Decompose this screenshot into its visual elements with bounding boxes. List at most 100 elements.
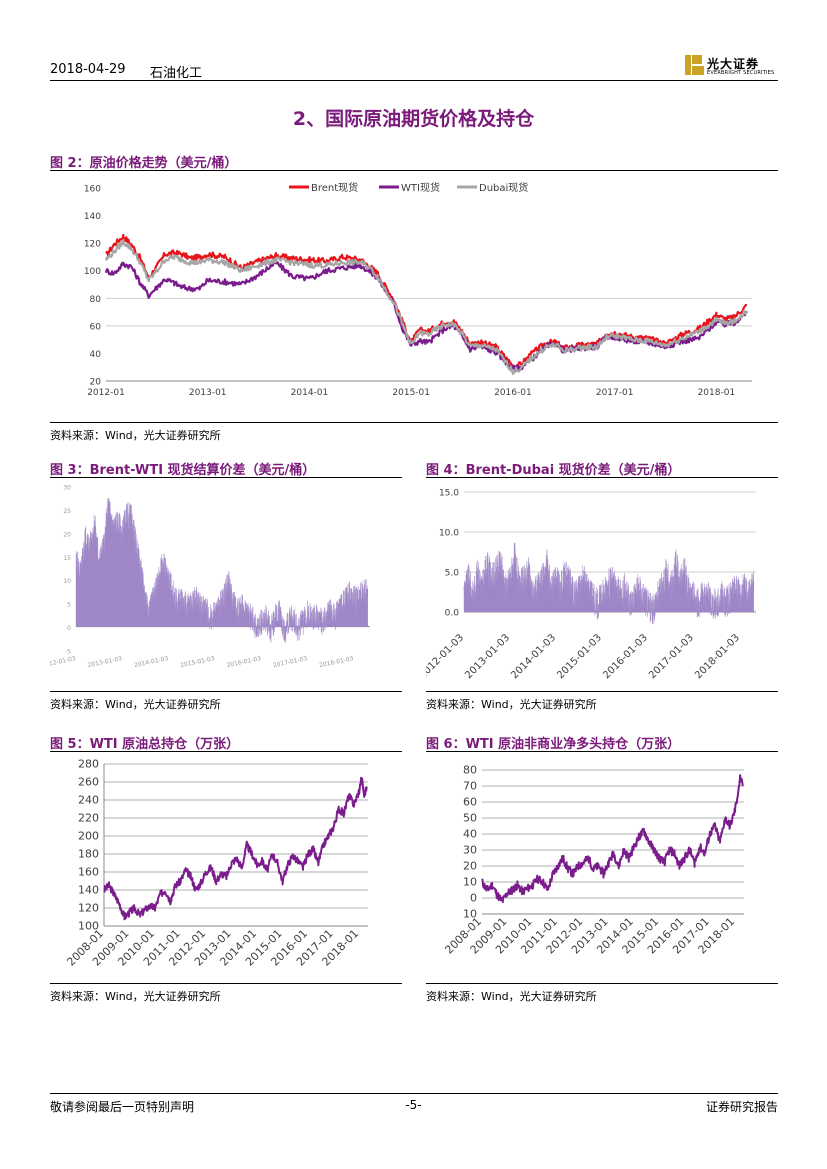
x-tick-label: 2014-01 <box>291 388 329 398</box>
y-tick-label: 20 <box>63 531 71 538</box>
y-tick-label: 120 <box>78 902 99 915</box>
y-tick-label: 80 <box>463 764 477 777</box>
fig3-source: 资料来源：Wind，光大证券研究所 <box>50 698 221 711</box>
x-tick-label: 2016-01-03 <box>226 655 262 669</box>
legend-label: Dubai现货 <box>479 181 528 194</box>
y-tick-label: 30 <box>463 844 477 857</box>
y-tick-label: 280 <box>78 758 99 771</box>
x-tick-label: 2015-01-03 <box>555 632 604 681</box>
y-tick-label: 0 <box>67 625 71 632</box>
fig6-source: 资料来源：Wind，光大证券研究所 <box>426 990 597 1003</box>
y-tick-label: 15 <box>63 555 71 562</box>
fig6-chart: 10 0 10 20 30 40 50 60 70 80 2008-01 2009-01 2010-01… <box>426 754 778 982</box>
y-tick-label: 200 <box>78 830 99 843</box>
y-tick-label: 10.0 <box>439 529 459 539</box>
y-tick-label: 40 <box>90 350 102 360</box>
y-tick-label: 25 <box>63 508 71 515</box>
y-tick-label: 140 <box>78 884 99 897</box>
y-tick-label: 100 <box>78 920 99 933</box>
y-tick-label: 40 <box>463 828 477 841</box>
x-tick-label: 2018-01 <box>698 388 736 398</box>
series-line <box>103 776 368 921</box>
fig5-title: 图 5：WTI 原油总持仓（万张） <box>50 737 240 752</box>
y-tick-label: 260 <box>78 776 99 789</box>
x-tick-label: 2017-01 <box>596 388 634 398</box>
fig6-title: 图 6：WTI 原油非商业净多头持仓（万张） <box>426 737 681 752</box>
report-date: 2018-04-29 <box>50 62 126 77</box>
y-tick-label: 60 <box>90 322 102 332</box>
x-tick-label: 2015-01-03 <box>180 655 216 669</box>
fig2-rule <box>50 170 778 171</box>
fig2-bottom-rule <box>50 422 778 423</box>
series-line <box>481 774 744 903</box>
y-tick-label: 30 <box>63 485 71 492</box>
x-tick-label: 2012-01-03 <box>50 655 77 669</box>
y-tick-label: 80 <box>90 295 102 305</box>
y-tick-label: 20 <box>90 378 102 388</box>
x-tick-label: 2015-01 <box>392 388 430 398</box>
header-rule <box>50 80 778 81</box>
series-line-Dubai现货 <box>104 238 748 375</box>
footer-doc-type: 证券研究报告 <box>705 1100 778 1114</box>
report-sector: 石油化工 <box>150 66 203 81</box>
x-tick-label: 2013-01-03 <box>87 655 123 669</box>
fig4-title: 图 4：Brent-Dubai 现货价差（美元/桶） <box>426 463 681 478</box>
legend-label: Brent现货 <box>311 181 358 194</box>
y-tick-label: 10 <box>63 578 71 585</box>
y-tick-label: 240 <box>78 794 99 807</box>
y-tick-label: 10 <box>463 876 477 889</box>
series-line-Brent现货 <box>105 233 748 370</box>
y-tick-label: 5.0 <box>445 569 460 579</box>
footer-rule <box>50 1093 778 1094</box>
fig3-chart: -5 0 5 10 15 20 25 30 2012-01-03 2013-01-03 2014-0… <box>50 480 402 688</box>
y-tick-label: 0.0 <box>445 609 460 619</box>
x-tick-label: 2016-01-03 <box>601 632 650 681</box>
y-tick-label: 0 <box>470 892 477 905</box>
fig2-title: 图 2：原油价格走势（美元/桶） <box>50 156 238 171</box>
fig4-bottom-rule <box>426 691 778 692</box>
legend-label: WTI现货 <box>401 181 440 194</box>
fig5-chart: 100 120 140 160 180 200 220 240 260 280 2008-01 200… <box>50 754 402 982</box>
y-tick-label: 15.0 <box>439 489 459 499</box>
x-tick-label: 2017-01-03 <box>647 632 696 681</box>
y-tick-label: 10 <box>463 908 477 921</box>
logo-name: 光大证券 <box>707 57 760 71</box>
y-tick-label: 70 <box>463 780 477 793</box>
x-tick-label: 2013-01 <box>189 388 227 398</box>
x-tick-label: 2018-01-03 <box>319 655 355 669</box>
fig2-chart: 20 40 60 80 100 120 140 160 2012-01 2013-01 2014-0… <box>52 174 776 404</box>
y-tick-label: 140 <box>84 212 101 222</box>
fig5-rule <box>50 751 402 752</box>
logo-mark-icon <box>685 55 704 75</box>
y-tick-label: 160 <box>84 185 101 195</box>
x-tick-label: 2017-01-03 <box>272 655 308 669</box>
fig3-rule <box>50 477 402 478</box>
spread-area <box>463 542 754 625</box>
x-tick-label: 2013-01-03 <box>463 632 512 681</box>
y-tick-label: 60 <box>463 796 477 809</box>
y-tick-label: 220 <box>78 812 99 825</box>
x-tick-label: 2014-01-03 <box>133 655 169 669</box>
y-tick-label: 20 <box>463 860 477 873</box>
footer-disclaimer: 敬请参阅最后一页特别声明 <box>50 1100 195 1114</box>
y-tick-label: 100 <box>84 267 101 277</box>
y-tick-label: 5 <box>67 602 71 609</box>
y-tick-label: 160 <box>78 866 99 879</box>
company-logo <box>684 54 780 78</box>
fig5-bottom-rule <box>50 983 402 984</box>
y-tick-label: -5 <box>65 649 71 656</box>
fig3-bottom-rule <box>50 691 402 692</box>
page-number: -5- <box>405 1098 422 1112</box>
fig2-source: 资料来源：Wind，光大证券研究所 <box>50 429 221 442</box>
x-tick-label: 2014-01-03 <box>509 632 558 681</box>
fig3-title: 图 3：Brent-WTI 现货结算价差（美元/桶） <box>50 463 316 478</box>
x-tick-label: 2012-01 <box>87 388 125 398</box>
fig4-source: 资料来源：Wind，光大证券研究所 <box>426 698 597 711</box>
spread-area <box>75 497 368 643</box>
x-tick-label: 2018-01-03 <box>693 632 742 681</box>
fig5-source: 资料来源：Wind，光大证券研究所 <box>50 990 221 1003</box>
fig6-rule <box>426 751 778 752</box>
y-tick-label: 50 <box>463 812 477 825</box>
series-line-WTI现货 <box>104 259 748 372</box>
fig4-chart: 0.0 5.0 10.0 15.0 2012-01-03 2013-01-03 2014-0… <box>426 480 778 688</box>
